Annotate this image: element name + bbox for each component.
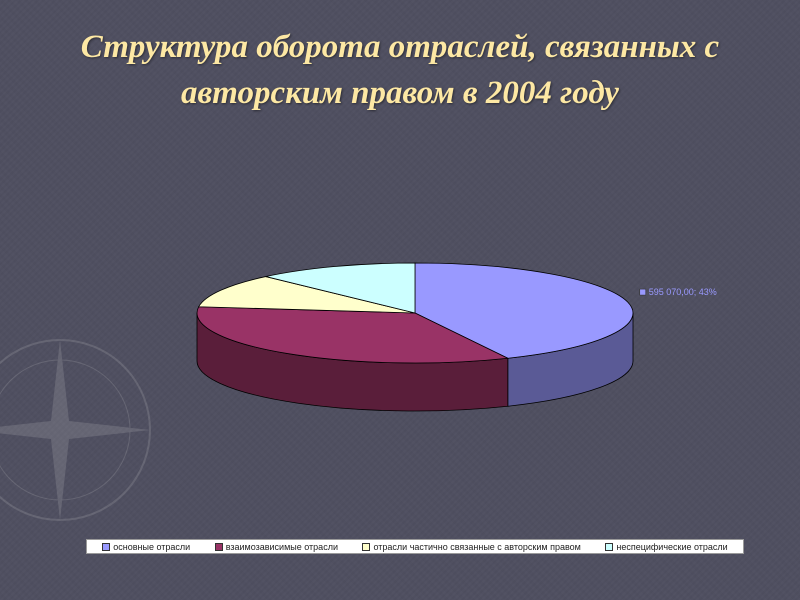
compass-watermark-icon [0,339,151,521]
legend-item-1: взаимозависимые отрасли [214,541,338,552]
legend-label-1: взаимозависимые отрасли [225,541,338,552]
data-label-0: 595 070,00; 43% [649,287,717,297]
pie-slice-0 [414,262,634,359]
legend-label-0: основные отрасли [113,541,191,552]
pie-data-labels: 595 070,00; 43% [639,287,717,297]
legend-item-3: неспецифические отрасли [605,541,728,552]
pie-tops [196,262,634,364]
legend-item-0: основные отрасли [102,542,190,552]
legend-swatch-2 [362,542,371,551]
title-line-1: Структура оборота отраслей, связанных с [80,29,720,65]
slide-title: Структура оборота отраслей, связанных с … [0,24,800,116]
chart-legend: основные отрасли взаимозависимые отрасли о… [86,539,744,554]
title-line-2: авторским правом в 2004 году [181,75,619,111]
pie-slice-3 [265,262,416,314]
legend-swatch-1 [214,542,223,551]
pie-slice-1 [196,306,510,364]
legend-swatch-3 [605,542,614,551]
data-label-swatch-0 [639,288,647,296]
legend-item-2: отрасли частично связанные с авторским п… [362,541,581,552]
legend-label-3: неспецифические отрасли [616,541,728,552]
legend-label-2: отрасли частично связанные с авторским п… [373,541,581,552]
legend-swatch-0 [102,542,111,551]
pie-slice-2 [198,276,416,314]
